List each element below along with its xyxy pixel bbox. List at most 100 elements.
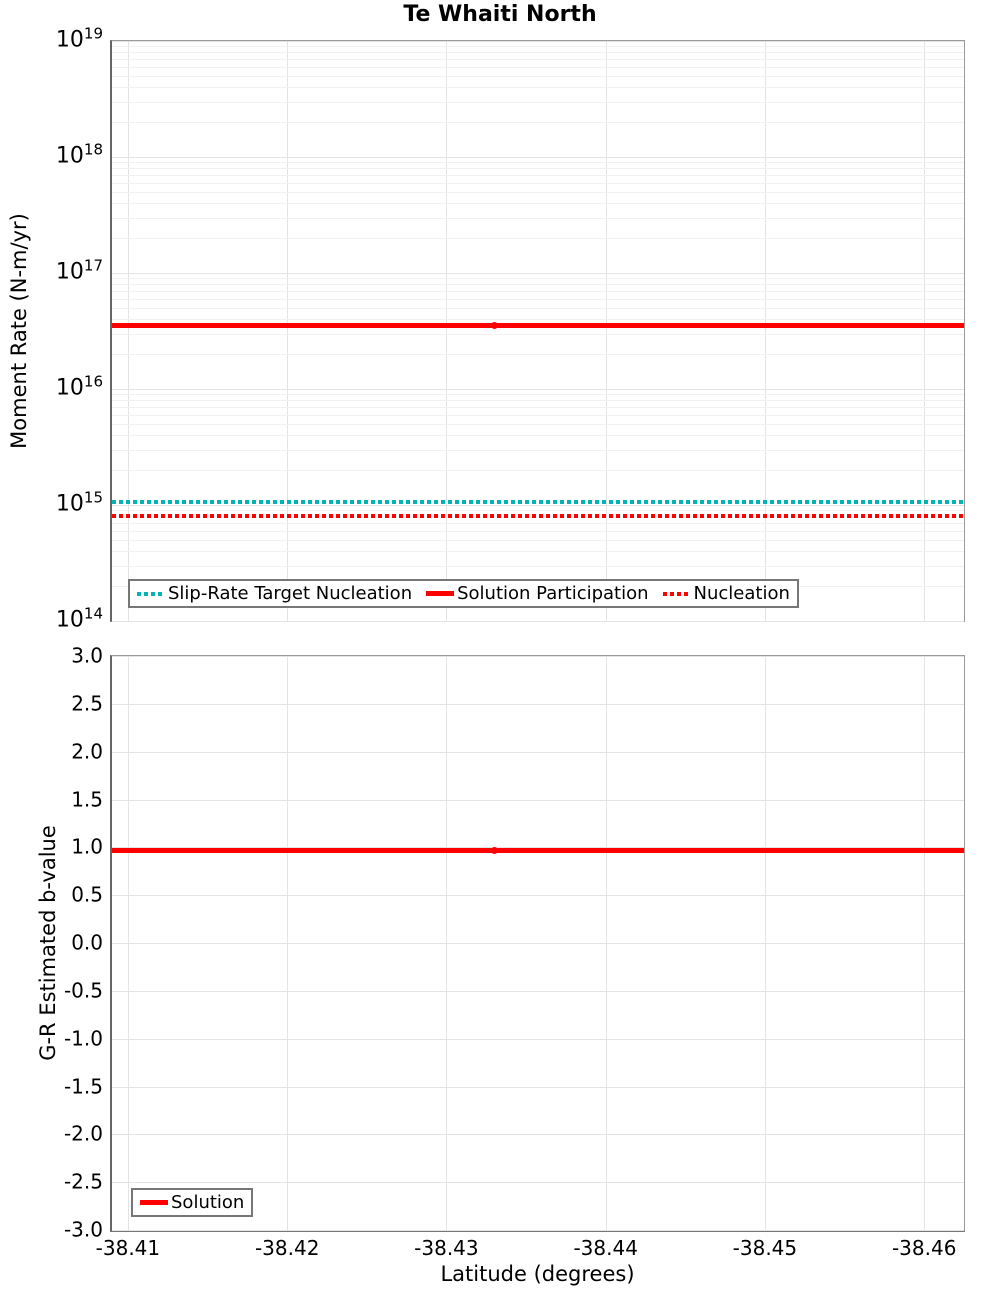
minor-gridline bbox=[112, 551, 964, 553]
x-tick-label: -38.45 bbox=[732, 1236, 798, 1260]
gridline bbox=[112, 703, 964, 705]
minor-gridline bbox=[112, 307, 964, 309]
minor-gridline bbox=[112, 46, 964, 48]
b-value-y-axis-label: G-R Estimated b-value bbox=[36, 825, 60, 1061]
series-line-nucleation bbox=[112, 513, 964, 518]
x-tick-label: -38.41 bbox=[95, 1236, 161, 1260]
y-tick-label: -2.5 bbox=[63, 1169, 103, 1194]
gridline bbox=[112, 389, 964, 390]
gridline bbox=[112, 41, 964, 42]
minor-gridline bbox=[112, 162, 964, 164]
b-value-legend: Solution bbox=[131, 1188, 254, 1217]
y-tick-label: -1.0 bbox=[63, 1026, 103, 1051]
legend-entry: Solution Participation bbox=[426, 583, 649, 604]
y-tick-label: 0.0 bbox=[71, 930, 103, 955]
minor-gridline bbox=[112, 319, 964, 321]
gridline bbox=[446, 41, 448, 621]
gridline bbox=[287, 41, 289, 621]
minor-gridline bbox=[112, 470, 964, 472]
minor-gridline bbox=[112, 101, 964, 103]
minor-gridline bbox=[112, 175, 964, 176]
y-tick-label: 1.0 bbox=[71, 834, 103, 859]
x-tick-label: -38.42 bbox=[254, 1236, 320, 1260]
gridline bbox=[112, 1182, 964, 1184]
data-point-marker bbox=[490, 322, 498, 330]
minor-gridline bbox=[112, 435, 964, 437]
legend-label: Solution Participation bbox=[457, 583, 649, 604]
x-tick-label: -38.46 bbox=[891, 1236, 957, 1260]
minor-gridline bbox=[112, 75, 964, 77]
legend-entry: Slip-Rate Target Nucleation bbox=[137, 583, 412, 604]
gridline bbox=[764, 41, 766, 621]
minor-gridline bbox=[112, 59, 964, 60]
data-point-marker bbox=[490, 846, 498, 854]
minor-gridline bbox=[112, 203, 964, 205]
minor-gridline bbox=[112, 565, 964, 567]
gridline bbox=[112, 799, 964, 801]
y-tick-label: 2.0 bbox=[71, 739, 103, 764]
minor-gridline bbox=[112, 523, 964, 524]
x-axis-label: Latitude (degrees) bbox=[440, 1262, 635, 1286]
gridline bbox=[127, 41, 129, 621]
gridline bbox=[112, 505, 964, 506]
y-tick-label: -0.5 bbox=[63, 978, 103, 1003]
y-tick-label: 2.5 bbox=[71, 691, 103, 716]
gridline bbox=[112, 943, 964, 944]
legend-label: Nucleation bbox=[693, 583, 790, 604]
gridline bbox=[112, 157, 964, 158]
minor-gridline bbox=[112, 66, 964, 68]
minor-gridline bbox=[112, 394, 964, 396]
gridline bbox=[112, 1134, 964, 1136]
chart-title: Te Whaiti North bbox=[403, 2, 597, 27]
y-tick-label: 1017 bbox=[55, 256, 103, 285]
gridline bbox=[112, 656, 964, 657]
gridline bbox=[112, 273, 964, 274]
minor-gridline bbox=[112, 539, 964, 541]
gridline bbox=[924, 41, 926, 621]
nucleation-line-sample bbox=[662, 591, 691, 596]
y-tick-label: 3.0 bbox=[71, 643, 103, 668]
gridline bbox=[112, 751, 964, 753]
minor-gridline bbox=[112, 407, 964, 408]
gridline bbox=[112, 895, 964, 897]
y-tick-label: 1015 bbox=[55, 488, 103, 517]
minor-gridline bbox=[112, 414, 964, 416]
minor-gridline bbox=[112, 530, 964, 532]
series-line-solution-participation bbox=[112, 323, 964, 329]
gridline bbox=[605, 41, 607, 621]
gridline bbox=[112, 990, 964, 992]
legend-entry: Solution bbox=[140, 1192, 244, 1213]
minor-gridline bbox=[112, 510, 964, 512]
gridline bbox=[112, 1038, 964, 1040]
y-tick-label: 1014 bbox=[55, 604, 103, 633]
minor-gridline bbox=[112, 333, 964, 335]
moment-rate-y-axis-label: Moment Rate (N-m/yr) bbox=[7, 213, 31, 449]
gridline bbox=[112, 1230, 964, 1231]
legend-entry: Nucleation bbox=[662, 583, 790, 604]
minor-gridline bbox=[112, 423, 964, 425]
slip-rate-target-line-sample bbox=[137, 591, 165, 596]
gridline bbox=[112, 621, 964, 622]
minor-gridline bbox=[112, 291, 964, 292]
moment-rate-legend: Slip-Rate Target Nucleation Solution Par… bbox=[128, 579, 799, 608]
y-tick-label: -1.5 bbox=[63, 1074, 103, 1099]
gridline bbox=[112, 1086, 964, 1088]
minor-gridline bbox=[112, 87, 964, 89]
b-value-plot: Solution 3.0 2.5 2.0 1.5 1.0 0.5 0.0 -0.5 -1.0 -1… bbox=[64, 646, 965, 1258]
x-tick-label: -38.44 bbox=[573, 1236, 638, 1260]
y-tick-label: 1.5 bbox=[71, 787, 103, 812]
y-tick-label: 0.5 bbox=[71, 882, 103, 907]
minor-gridline bbox=[112, 182, 964, 184]
x-tick-label: -38.43 bbox=[414, 1236, 479, 1260]
legend-label: Slip-Rate Target Nucleation bbox=[168, 583, 413, 604]
minor-gridline bbox=[112, 354, 964, 356]
minor-gridline bbox=[112, 52, 964, 54]
moment-rate-plot: Slip-Rate Target Nucleation Solution Par… bbox=[56, 26, 965, 631]
y-tick-label: -2.0 bbox=[63, 1121, 103, 1146]
y-tick-label: -3.0 bbox=[63, 1217, 103, 1242]
y-tick-label: 1018 bbox=[55, 140, 103, 169]
minor-gridline bbox=[112, 122, 964, 124]
minor-gridline bbox=[112, 284, 964, 286]
minor-gridline bbox=[112, 449, 964, 451]
